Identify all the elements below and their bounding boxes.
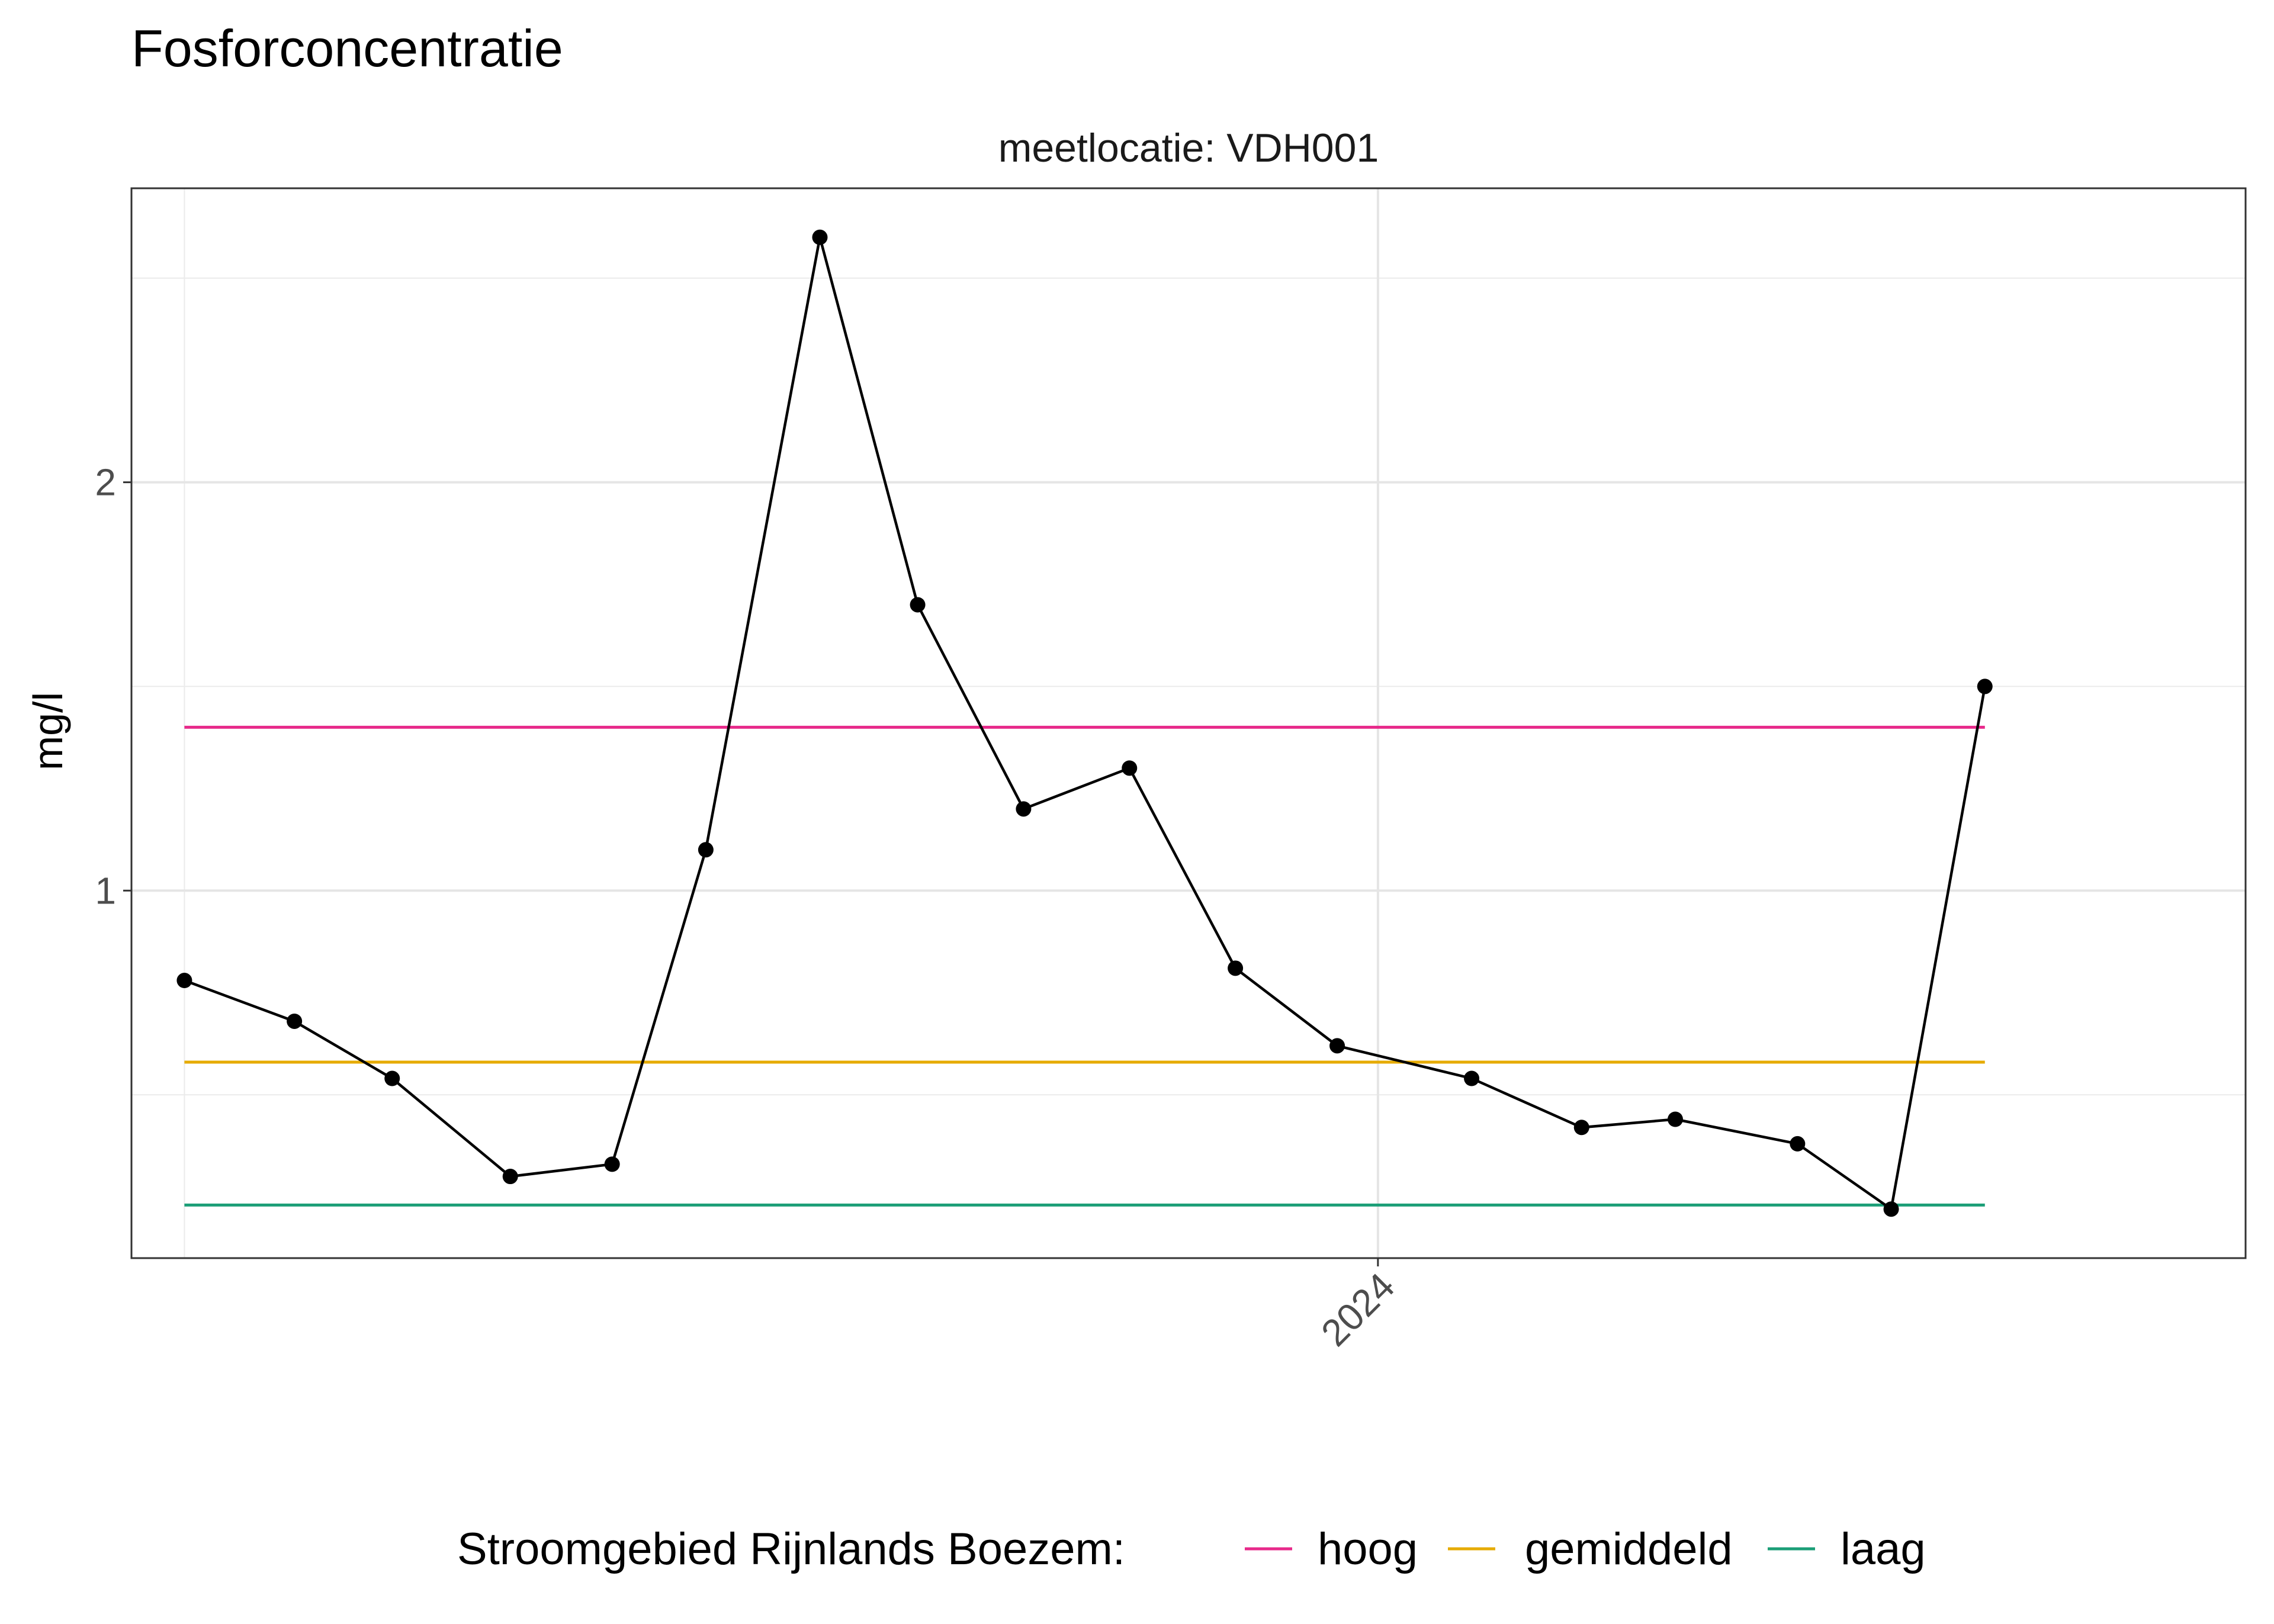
data-point [812,229,828,245]
panel-border [130,187,2247,1259]
data-point [1977,678,1993,694]
data-point [287,1013,303,1029]
data-point [1122,760,1138,776]
series-line [184,236,1987,1211]
legend-label-gemiddeld: gemiddeld [1525,1524,1733,1574]
facet-label: meetlocatie: VDH001 [998,126,1379,171]
y-axis-title: mg/l [25,692,71,770]
legend-title: Stroomgebied Rijnlands Boezem: [457,1524,1125,1574]
data-point [698,842,714,858]
data-point [1016,801,1032,817]
legend-label-hoog: hoog [1318,1524,1418,1574]
plot-panel: 1 2 2024 [95,187,2247,1355]
data-point [1329,1038,1345,1054]
panel-background [131,188,2246,1258]
data-point [1790,1136,1806,1152]
chart-title: Fosforconcentratie [131,19,563,78]
data-point [910,597,926,613]
data-point [502,1169,518,1185]
data-point [1228,960,1244,976]
y-tick-label: 1 [95,869,116,912]
x-tick-label: 2024 [1313,1265,1403,1355]
data-point [1883,1201,1899,1217]
data-point [1573,1120,1589,1136]
data-point [1464,1070,1480,1086]
data-point [1667,1111,1683,1127]
legend-label-laag: laag [1841,1524,1926,1574]
y-tick-label: 2 [95,461,116,504]
data-point [604,1156,620,1172]
legend: Stroomgebied Rijnlands Boezem: hoog gemid… [457,1524,1926,1574]
data-point [384,1070,400,1086]
data-point [176,973,192,989]
